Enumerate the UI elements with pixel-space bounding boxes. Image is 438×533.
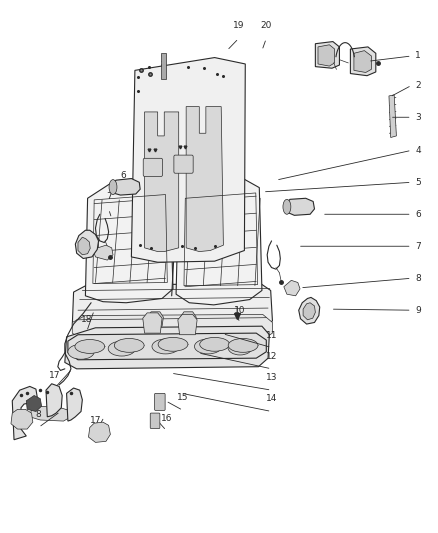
Polygon shape (186, 107, 223, 252)
Ellipse shape (200, 337, 230, 351)
Ellipse shape (194, 339, 222, 354)
Text: 14: 14 (266, 394, 277, 403)
FancyBboxPatch shape (155, 393, 165, 410)
Polygon shape (65, 326, 269, 369)
Text: 4: 4 (415, 146, 421, 155)
Polygon shape (180, 312, 196, 326)
Text: 20: 20 (261, 21, 272, 30)
Text: 17: 17 (49, 371, 60, 380)
Polygon shape (26, 395, 42, 411)
Ellipse shape (158, 337, 188, 351)
Polygon shape (72, 284, 272, 338)
Text: 7: 7 (415, 242, 421, 251)
Polygon shape (315, 42, 339, 68)
Polygon shape (131, 58, 245, 262)
Ellipse shape (114, 338, 144, 352)
Polygon shape (176, 175, 262, 305)
Text: 1: 1 (415, 52, 421, 60)
Polygon shape (78, 237, 90, 255)
Polygon shape (12, 386, 37, 440)
Polygon shape (11, 409, 33, 429)
Polygon shape (354, 51, 371, 72)
Polygon shape (286, 198, 314, 215)
Polygon shape (303, 303, 315, 320)
Text: 7: 7 (106, 192, 112, 201)
Polygon shape (85, 177, 173, 303)
Text: 16: 16 (161, 414, 172, 423)
Polygon shape (178, 314, 197, 335)
Polygon shape (30, 406, 71, 421)
FancyBboxPatch shape (143, 158, 162, 176)
Text: 8: 8 (415, 274, 421, 282)
Text: 19: 19 (233, 21, 244, 30)
FancyBboxPatch shape (174, 155, 193, 173)
Polygon shape (112, 179, 140, 195)
Text: 13: 13 (266, 373, 277, 382)
Text: 5: 5 (415, 178, 421, 187)
Ellipse shape (228, 340, 252, 355)
Text: 6: 6 (415, 210, 421, 219)
Polygon shape (72, 314, 272, 341)
Polygon shape (88, 422, 110, 442)
Ellipse shape (152, 339, 179, 354)
Text: 2: 2 (415, 81, 421, 90)
Text: 11: 11 (266, 330, 277, 340)
Polygon shape (46, 384, 62, 417)
Text: 10: 10 (234, 306, 246, 315)
Text: 9: 9 (415, 306, 421, 314)
Bar (161, 53, 166, 79)
Ellipse shape (108, 341, 135, 356)
Polygon shape (148, 312, 163, 326)
Polygon shape (318, 45, 335, 66)
Polygon shape (299, 297, 320, 324)
Ellipse shape (283, 199, 291, 214)
Polygon shape (67, 388, 82, 421)
Polygon shape (93, 245, 113, 260)
Text: 17: 17 (90, 416, 101, 425)
Text: 6: 6 (120, 171, 127, 180)
Text: 3: 3 (415, 113, 421, 122)
Polygon shape (350, 47, 376, 76)
Ellipse shape (109, 180, 117, 195)
Text: 18: 18 (81, 314, 92, 324)
Ellipse shape (75, 340, 105, 353)
Ellipse shape (68, 344, 94, 359)
Ellipse shape (228, 338, 258, 352)
Polygon shape (75, 230, 99, 259)
Text: 15: 15 (177, 393, 189, 402)
Text: 8: 8 (35, 410, 42, 419)
Polygon shape (68, 333, 266, 360)
Polygon shape (145, 112, 179, 252)
Polygon shape (389, 95, 396, 138)
FancyBboxPatch shape (150, 413, 160, 429)
Polygon shape (143, 313, 162, 333)
Polygon shape (284, 280, 300, 296)
Text: 12: 12 (266, 352, 277, 361)
